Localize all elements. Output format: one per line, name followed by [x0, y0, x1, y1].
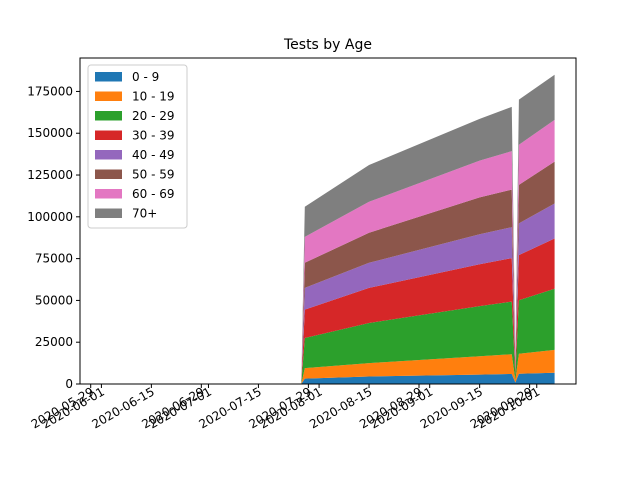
legend-label: 40 - 49	[132, 148, 175, 162]
legend-label: 70+	[132, 207, 157, 221]
area-series-0	[87, 372, 555, 384]
legend-label: 30 - 39	[132, 129, 175, 143]
y-tick-label: 0	[65, 377, 73, 391]
y-tick-label: 50000	[35, 293, 73, 307]
area-series-1	[87, 349, 555, 384]
legend-swatch	[95, 91, 122, 101]
legend-swatch	[95, 208, 122, 218]
area-series-7	[87, 74, 555, 384]
legend-swatch	[95, 72, 122, 82]
chart-title: Tests by Age	[283, 37, 372, 53]
legend-swatch	[95, 111, 122, 121]
y-tick-label: 125000	[27, 168, 73, 182]
area-series-2	[87, 288, 555, 384]
legend-swatch	[95, 130, 122, 140]
legend-label: 20 - 29	[132, 109, 175, 123]
legend-label: 0 - 9	[132, 70, 159, 84]
y-tick-label: 150000	[27, 126, 73, 140]
area-series-5	[87, 161, 555, 384]
legend-label: 10 - 19	[132, 90, 175, 104]
legend: 0 - 9 10 - 19 20 - 29 30 - 39 40 - 49 50 - 59…	[87, 64, 188, 229]
legend-swatch	[95, 189, 122, 199]
area-layers	[87, 74, 555, 385]
y-tick-label: 75000	[35, 252, 73, 266]
y-tick-label: 100000	[27, 210, 73, 224]
area-series-3	[87, 238, 555, 384]
legend-label: 50 - 59	[132, 168, 175, 182]
y-tick-label: 25000	[35, 335, 73, 349]
legend-label: 60 - 69	[132, 187, 175, 201]
area-series-6	[87, 119, 555, 385]
plot-frame	[79, 57, 577, 385]
area-series-4	[87, 203, 555, 384]
legend-box	[87, 64, 188, 229]
y-axis: 0 25000 50000 75000 100000 125000 150000 175000	[27, 84, 80, 391]
legend-swatch	[95, 150, 122, 160]
legend-swatch	[95, 169, 122, 179]
y-tick-label: 175000	[27, 84, 73, 98]
